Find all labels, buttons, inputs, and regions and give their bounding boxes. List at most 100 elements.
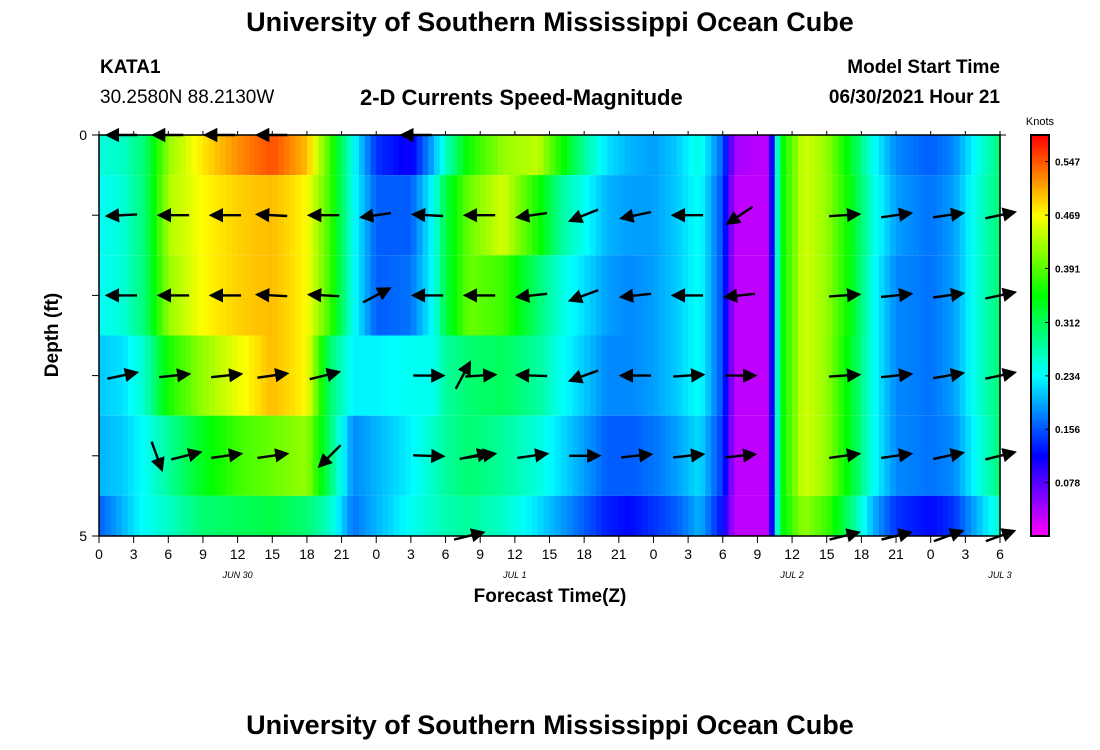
heatmap-cell xyxy=(809,175,816,256)
heatmap-cell xyxy=(509,415,516,496)
heatmap-cell xyxy=(174,135,181,176)
heatmap-cell xyxy=(122,135,129,176)
heatmap-cell xyxy=(728,135,735,176)
heatmap-cell xyxy=(295,415,302,496)
heatmap-cell xyxy=(659,415,666,496)
heatmap-cell xyxy=(272,495,279,536)
heatmap-cell xyxy=(457,175,464,256)
heatmap-cell xyxy=(289,135,296,176)
heatmap-cell xyxy=(688,495,695,536)
heatmap-cell xyxy=(780,495,787,536)
heatmap-cell xyxy=(283,135,291,176)
heatmap-cell xyxy=(641,495,649,536)
heatmap-cell xyxy=(156,415,164,496)
heatmap-cell xyxy=(514,135,522,176)
current-vector-arrow xyxy=(829,207,862,223)
current-vector-arrow xyxy=(933,207,966,222)
heatmap-cell xyxy=(907,175,914,256)
heatmap-cell xyxy=(226,495,233,536)
heatmap-cell xyxy=(202,415,210,496)
heatmap-cell xyxy=(358,415,366,496)
heatmap-cell xyxy=(780,175,787,256)
heatmap-cell xyxy=(249,335,256,416)
heatmap-cell xyxy=(566,255,574,336)
current-vector-arrow xyxy=(413,448,446,464)
heatmap-cell xyxy=(324,495,331,536)
heatmap-cell xyxy=(243,335,250,416)
heatmap-cell xyxy=(872,495,880,536)
heatmap-cell xyxy=(820,255,828,336)
footer-title: University of Southern Mississippi Ocean… xyxy=(246,710,854,740)
heatmap-cell xyxy=(780,335,787,416)
x-tick-label: 15 xyxy=(542,546,558,562)
heatmap-cell xyxy=(878,335,886,416)
heatmap-cell xyxy=(231,495,239,536)
heatmap-cell xyxy=(104,335,112,416)
heatmap-cell xyxy=(133,335,141,416)
heatmap-cell xyxy=(364,415,372,496)
heatmap-cell xyxy=(462,415,470,496)
heatmap-cell xyxy=(740,495,747,536)
heatmap-cell xyxy=(613,415,620,496)
heatmap-cell xyxy=(514,415,522,496)
heatmap-cell xyxy=(382,175,389,256)
current-vector-arrow xyxy=(306,288,340,303)
heatmap-cell xyxy=(930,415,938,496)
heatmap-cell xyxy=(826,495,834,536)
heatmap-cell xyxy=(959,175,966,256)
heatmap-cell xyxy=(249,135,256,176)
heatmap-cell xyxy=(913,135,920,176)
heatmap-cell xyxy=(150,335,158,416)
heatmap-cell xyxy=(503,415,510,496)
heatmap-cell xyxy=(976,495,984,536)
heatmap-cell xyxy=(763,415,770,496)
heatmap-cell xyxy=(133,135,141,176)
heatmap-cell xyxy=(826,135,834,176)
heatmap-cell xyxy=(636,135,643,176)
current-vector-arrow xyxy=(309,367,342,382)
heatmap-cell xyxy=(306,495,314,536)
heatmap-cell xyxy=(907,415,914,496)
heatmap-cell xyxy=(301,415,308,496)
heatmap-cell xyxy=(988,335,995,416)
x-tick-label: 15 xyxy=(819,546,835,562)
heatmap-cell xyxy=(266,135,273,176)
heatmap-cell xyxy=(145,415,152,496)
heatmap-cell xyxy=(624,135,631,176)
heatmap-cell xyxy=(509,495,516,536)
heatmap-cell xyxy=(330,415,337,496)
heatmap-cell xyxy=(786,495,793,536)
heatmap-cell xyxy=(907,255,914,336)
heatmap-cell xyxy=(555,135,562,176)
heatmap-cell xyxy=(422,495,429,536)
heatmap-cell xyxy=(774,335,782,416)
heatmap-cell xyxy=(797,255,805,336)
y-axis: 05 xyxy=(79,127,1006,544)
heatmap-cell xyxy=(491,135,499,176)
heatmap-cell xyxy=(202,255,210,336)
heatmap-cell xyxy=(878,415,886,496)
heatmap-cell xyxy=(659,255,666,336)
heatmap-cell xyxy=(353,415,360,496)
heatmap-cell xyxy=(330,135,337,176)
heatmap-cell xyxy=(589,255,597,336)
station-coordinates: 30.2580N 88.2130W xyxy=(100,87,275,108)
heatmap-cell xyxy=(618,415,626,496)
heatmap-cell xyxy=(930,335,938,416)
heatmap-cell xyxy=(647,415,655,496)
heatmap-cell xyxy=(913,175,920,256)
heatmap-cell xyxy=(849,135,857,176)
heatmap-cell xyxy=(457,255,464,336)
heatmap-cell xyxy=(330,495,337,536)
x-tick-label: 3 xyxy=(684,546,692,562)
current-vector-arrow xyxy=(567,208,599,224)
current-vector-arrow xyxy=(514,368,548,383)
heatmap-cell xyxy=(405,495,412,536)
current-vector-arrow xyxy=(725,448,758,463)
heatmap-cell xyxy=(780,255,787,336)
heatmap-cell xyxy=(705,495,712,536)
heatmap-cell xyxy=(607,415,614,496)
heatmap-cell xyxy=(572,335,579,416)
heatmap-cell xyxy=(202,175,210,256)
heatmap-cell xyxy=(168,135,175,176)
